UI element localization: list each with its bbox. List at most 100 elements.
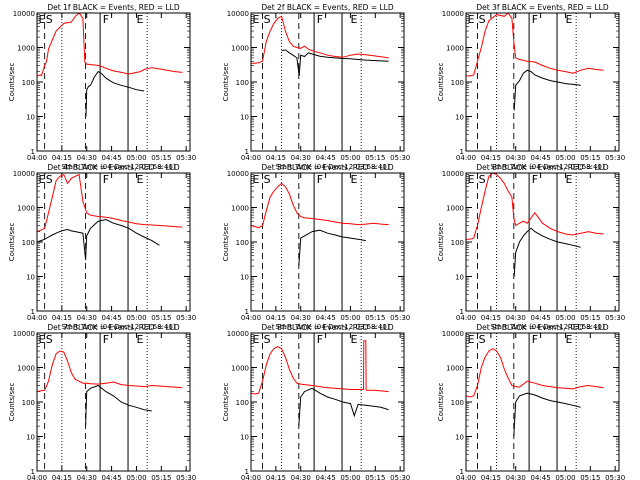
- series-group: [251, 15, 389, 76]
- interval-marker-label: E: [136, 173, 143, 186]
- series-group: [251, 182, 389, 267]
- y-tick-label: 1000: [231, 45, 249, 53]
- x-tick-label: 05:15: [580, 474, 600, 480]
- interval-marker-label: E: [468, 333, 475, 346]
- plot-frame: [250, 172, 405, 312]
- y-tick-label: 10000: [227, 170, 249, 178]
- interval-marker-label: S: [479, 173, 486, 186]
- x-tick-label: 04:45: [315, 314, 335, 322]
- y-axis-label: Counts/sec: [437, 383, 445, 422]
- x-tick-label: 04:45: [101, 314, 121, 322]
- interval-marker-label: E: [253, 173, 260, 186]
- chart-title: Det 6f BLACK = Events, RED = LLD: [476, 163, 609, 172]
- y-tick-label: 10000: [13, 10, 35, 18]
- x-tick-label: 04:15: [52, 474, 72, 480]
- x-tick-label: 04:00: [27, 154, 47, 162]
- plot-frame: [36, 172, 191, 312]
- detector-panel-1: 1 10 100 1000 10000 04:00 04:15 04:30 04:45 05:00…: [8, 3, 196, 171]
- y-axis-label: Counts/sec: [8, 63, 16, 102]
- x-tick-label: 04:15: [266, 474, 286, 480]
- x-tick-label: 04:15: [481, 154, 501, 162]
- interval-marker-label: S: [46, 333, 53, 346]
- x-tick-label: 05:30: [605, 474, 625, 480]
- x-tick-label: 05:00: [555, 314, 575, 322]
- x-tick-label: 04:15: [481, 314, 501, 322]
- y-tick-label: 10000: [227, 10, 249, 18]
- series-group: [466, 13, 604, 111]
- x-tick-label: 05:30: [176, 154, 196, 162]
- x-tick-label: 04:30: [291, 314, 311, 322]
- y-tick-label: 100: [451, 79, 464, 87]
- chart-title: Det 5f BLACK = Events, RED = LLD: [261, 163, 394, 172]
- series-line-lld: [466, 173, 604, 240]
- series-group: [251, 340, 389, 427]
- y-tick-label: 100: [22, 399, 35, 407]
- detector-panel-3: 1 10 100 1000 10000 04:00 04:15 04:30 04:45 05:00…: [437, 3, 625, 171]
- series-line-events: [281, 49, 389, 76]
- detector-panel-9: 1 10 100 1000 10000 04:00 04:15 04:30 04:45 05:00…: [437, 323, 625, 480]
- x-tick-label: 04:30: [77, 314, 97, 322]
- y-tick-label: 10: [26, 114, 35, 122]
- y-tick-label: 1000: [17, 205, 35, 213]
- x-tick-label: 04:15: [266, 314, 286, 322]
- series-line-lld: [251, 182, 389, 229]
- x-axis-label: Start Time (04-Dec-12 03:58:40): [275, 323, 389, 331]
- y-tick-label: 1000: [446, 45, 464, 53]
- interval-marker-label: E: [565, 173, 572, 186]
- chart-title: Det 3f BLACK = Events, RED = LLD: [476, 3, 609, 12]
- x-tick-label: 05:30: [605, 154, 625, 162]
- x-tick-label: 05:15: [365, 154, 385, 162]
- series-line-events: [298, 387, 389, 427]
- interval-marker-label: E: [565, 13, 572, 26]
- x-tick-label: 04:45: [101, 474, 121, 480]
- y-tick-label: 1: [460, 148, 464, 156]
- series-line-events: [298, 229, 366, 267]
- x-tick-label: 05:15: [580, 314, 600, 322]
- interval-marker-label: E: [350, 333, 357, 346]
- interval-marker-label: F: [103, 13, 109, 26]
- y-tick-label: 10: [240, 434, 249, 442]
- interval-marker-label: F: [317, 173, 323, 186]
- interval-marker-label: S: [264, 333, 271, 346]
- y-tick-label: 10: [26, 434, 35, 442]
- y-tick-label: 1000: [446, 365, 464, 373]
- x-tick-label: 04:45: [315, 474, 335, 480]
- interval-marker-label: S: [264, 13, 271, 26]
- interval-marker-label: E: [565, 333, 572, 346]
- x-tick-label: 05:15: [365, 474, 385, 480]
- interval-marker-label: F: [532, 13, 538, 26]
- y-tick-label: 100: [22, 239, 35, 247]
- y-axis-label: Counts/sec: [222, 383, 230, 422]
- y-tick-label: 10000: [227, 330, 249, 338]
- y-tick-label: 100: [236, 399, 249, 407]
- detector-panel-2: 1 10 100 1000 10000 04:00 04:15 04:30 04:45 05:00…: [222, 3, 410, 171]
- y-tick-label: 1000: [231, 365, 249, 373]
- interval-marker-label: F: [532, 333, 538, 346]
- y-tick-label: 1000: [17, 45, 35, 53]
- interval-marker-label: E: [468, 13, 475, 26]
- x-tick-label: 05:30: [176, 314, 196, 322]
- y-tick-label: 100: [451, 399, 464, 407]
- y-axis-label: Counts/sec: [437, 63, 445, 102]
- x-tick-label: 04:15: [52, 314, 72, 322]
- x-tick-label: 04:45: [530, 474, 550, 480]
- x-tick-label: 04:00: [456, 314, 476, 322]
- y-axis-label: Counts/sec: [8, 223, 16, 262]
- chart-title: Det 9f BLACK = Events, RED = LLD: [476, 323, 609, 332]
- y-axis-label: Counts/sec: [8, 383, 16, 422]
- x-tick-label: 04:30: [291, 474, 311, 480]
- series-line-lld: [37, 350, 183, 393]
- y-tick-label: 100: [451, 239, 464, 247]
- x-tick-label: 05:00: [126, 474, 146, 480]
- y-tick-label: 10: [240, 114, 249, 122]
- y-tick-label: 10: [26, 274, 35, 282]
- series-line-lld: [466, 13, 604, 77]
- y-tick-label: 1: [460, 468, 464, 476]
- plot-frame: [465, 172, 620, 312]
- x-tick-label: 05:30: [605, 314, 625, 322]
- y-tick-label: 100: [236, 239, 249, 247]
- x-tick-label: 04:30: [506, 314, 526, 322]
- y-tick-label: 10000: [442, 170, 464, 178]
- x-tick-label: 04:30: [506, 474, 526, 480]
- x-axis-label: Start Time (04-Dec-12 03:58:40): [490, 323, 604, 331]
